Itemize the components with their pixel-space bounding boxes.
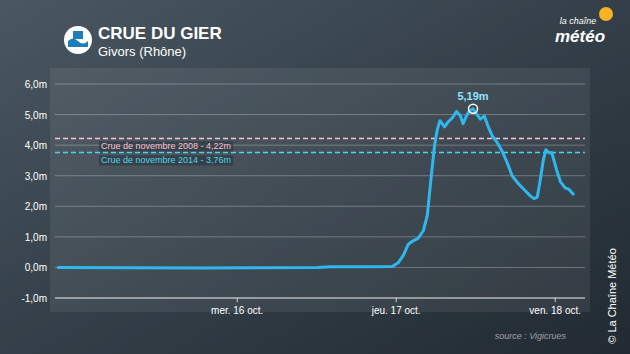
- title: CRUE DU GIER: [98, 24, 222, 43]
- brand: météo: [555, 27, 605, 46]
- y-tick-label: -1,0m: [21, 293, 47, 304]
- reference-line: [55, 152, 585, 154]
- icon-house: [73, 31, 83, 39]
- x-tick-label: jeu. 17 oct.: [371, 305, 421, 316]
- y-tick-label: 0,0m: [25, 262, 47, 273]
- icon-wave: [68, 39, 88, 48]
- y-tick-label: 1,0m: [25, 232, 47, 243]
- grid-line: [55, 175, 585, 176]
- source: source : Vigicrues: [495, 331, 567, 341]
- y-tick-label: 4,0m: [25, 140, 47, 151]
- y-axis: [55, 84, 56, 298]
- grid-line: [55, 84, 585, 85]
- brand-dot: [599, 7, 613, 21]
- overlay: [0, 0, 630, 354]
- x-axis: [55, 298, 585, 299]
- x-tick-label: ven. 18 oct.: [529, 305, 581, 316]
- y-tick-label: 2,0m: [25, 201, 47, 212]
- grid-line: [55, 206, 585, 207]
- reference-label-bg: [99, 155, 233, 165]
- subtitle: Givors (Rhône): [98, 44, 186, 59]
- x-tick: [237, 298, 238, 302]
- header-icon: [64, 26, 92, 54]
- reference-line: [55, 138, 585, 140]
- x-tick-label: mer. 16 oct.: [211, 305, 263, 316]
- plot-panel: [50, 68, 590, 312]
- y-tick-label: 6,0m: [25, 79, 47, 90]
- grid-line: [55, 114, 585, 115]
- series-line: [58, 109, 573, 268]
- annotation-marker: [469, 104, 478, 113]
- x-tick: [555, 298, 556, 302]
- reference-label: Crue de novembre 2014 - 3,76m: [101, 155, 231, 165]
- x-tick: [396, 298, 397, 302]
- chart: CRUE DU GIERGivors (Rhône) la chaînemétéo…: [0, 0, 630, 354]
- icon-circle: [64, 26, 92, 54]
- y-tick-label: 3,0m: [25, 171, 47, 182]
- reference-label: Crue de novembre 2008 - 4,22m: [101, 141, 231, 151]
- grid-line: [55, 236, 585, 237]
- background: [0, 0, 630, 354]
- credit: © La Chaîne Météo: [606, 248, 618, 344]
- annotation-label: 5,19m: [457, 90, 488, 102]
- brand: la chaîne: [560, 16, 597, 26]
- grid: [55, 84, 585, 298]
- reference-lines: [55, 138, 585, 152]
- grid-line: [55, 298, 585, 299]
- y-tick-label: 5,0m: [25, 110, 47, 121]
- data-group: [58, 109, 573, 268]
- reference-label-bg: [99, 141, 233, 151]
